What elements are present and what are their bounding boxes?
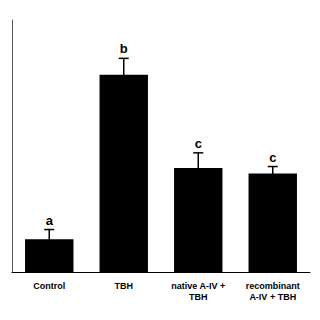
svg-text:TBH: TBH [189,292,208,302]
svg-text:native A-IV +: native A-IV + [171,281,225,291]
svg-text:a: a [46,213,54,228]
svg-text:recombinant: recombinant [246,281,300,291]
svg-text:TBH: TBH [115,281,134,291]
svg-text:A-IV + TBH: A-IV + TBH [249,292,296,302]
svg-text:Control: Control [33,281,65,291]
svg-text:b: b [120,41,128,56]
svg-text:c: c [195,136,202,151]
svg-text:c: c [269,150,276,165]
